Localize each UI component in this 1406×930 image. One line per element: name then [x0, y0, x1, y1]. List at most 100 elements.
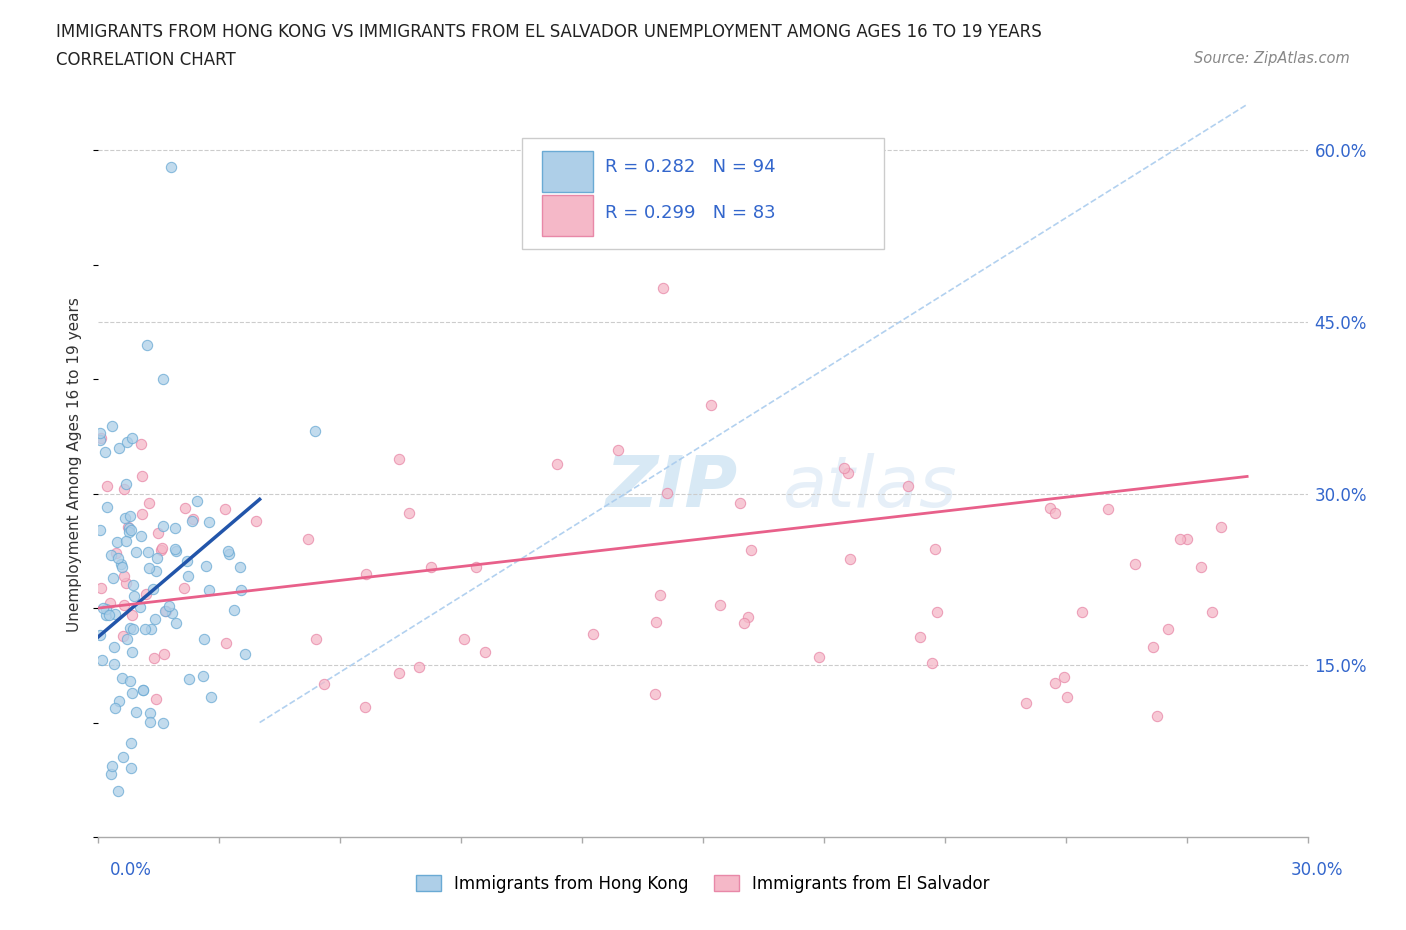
Point	[808, 649, 831, 664]
Point	[112, 569, 135, 584]
Point	[648, 587, 671, 602]
Point	[125, 545, 148, 560]
Point	[117, 519, 139, 534]
Point	[177, 672, 200, 687]
Point	[1056, 690, 1078, 705]
Point	[314, 676, 336, 691]
Point	[420, 560, 443, 575]
Point	[181, 513, 204, 528]
Point	[1209, 520, 1232, 535]
Point	[90, 580, 112, 595]
Point	[1168, 532, 1191, 547]
Point	[134, 621, 156, 636]
Point	[142, 581, 165, 596]
Point	[120, 674, 142, 689]
Legend: Immigrants from Hong Kong, Immigrants from El Salvador: Immigrants from Hong Kong, Immigrants fr…	[409, 868, 997, 899]
Point	[181, 512, 204, 526]
Text: atlas: atlas	[782, 453, 956, 522]
Point	[100, 766, 122, 781]
Point	[152, 372, 174, 387]
Point	[115, 576, 138, 591]
FancyBboxPatch shape	[522, 138, 884, 249]
Point	[198, 514, 221, 529]
Point	[233, 646, 256, 661]
Point	[117, 525, 139, 539]
Point	[104, 546, 127, 561]
Point	[152, 716, 174, 731]
Point	[120, 761, 142, 776]
Point	[118, 621, 141, 636]
Point	[155, 604, 177, 618]
Point	[733, 616, 755, 631]
Point	[927, 604, 949, 619]
Point	[143, 650, 166, 665]
Point	[121, 607, 143, 622]
Point	[122, 578, 145, 592]
Point	[120, 523, 142, 538]
Point	[177, 568, 200, 583]
Text: CORRELATION CHART: CORRELATION CHART	[56, 51, 236, 69]
Point	[737, 610, 759, 625]
Point	[132, 683, 155, 698]
Point	[245, 514, 267, 529]
Point	[607, 443, 630, 458]
Point	[1039, 500, 1062, 515]
Point	[305, 631, 328, 646]
Point	[150, 543, 173, 558]
Point	[453, 631, 475, 646]
Point	[115, 434, 138, 449]
Point	[105, 534, 128, 549]
Point	[186, 494, 208, 509]
Point	[110, 556, 132, 571]
Point	[1045, 506, 1067, 521]
Point	[118, 521, 141, 536]
Point	[740, 543, 762, 558]
Point	[1157, 621, 1180, 636]
Text: R = 0.299   N = 83: R = 0.299 N = 83	[605, 204, 776, 221]
Point	[464, 559, 486, 574]
Point	[644, 686, 666, 701]
Point	[218, 547, 240, 562]
Point	[728, 495, 751, 510]
Point	[215, 636, 238, 651]
Point	[89, 628, 111, 643]
Point	[107, 441, 129, 456]
Point	[90, 653, 112, 668]
Point	[398, 505, 420, 520]
Point	[165, 616, 187, 631]
Point	[120, 509, 142, 524]
Point	[217, 543, 239, 558]
Point	[173, 581, 195, 596]
Text: 30.0%: 30.0%	[1291, 860, 1343, 879]
Point	[143, 612, 166, 627]
Point	[388, 451, 411, 466]
Point	[125, 704, 148, 719]
Point	[910, 630, 932, 644]
Point	[131, 468, 153, 483]
Point	[837, 465, 859, 480]
Point	[129, 528, 152, 543]
Point	[165, 543, 187, 558]
Point	[546, 457, 568, 472]
Point	[136, 544, 159, 559]
Point	[122, 621, 145, 636]
Point	[838, 551, 860, 566]
Point	[89, 425, 111, 440]
Point	[101, 419, 124, 434]
Point	[104, 700, 127, 715]
Point	[228, 559, 250, 574]
Point	[231, 582, 253, 597]
Point	[135, 587, 157, 602]
Point	[114, 482, 136, 497]
Point	[112, 597, 135, 612]
Point	[165, 541, 187, 556]
Point	[1123, 556, 1146, 571]
Point	[644, 614, 666, 629]
Point	[1043, 675, 1066, 690]
Point	[101, 759, 124, 774]
Point	[1053, 670, 1076, 684]
Point	[1015, 696, 1038, 711]
Point	[353, 699, 375, 714]
Point	[111, 560, 134, 575]
Point	[174, 500, 197, 515]
